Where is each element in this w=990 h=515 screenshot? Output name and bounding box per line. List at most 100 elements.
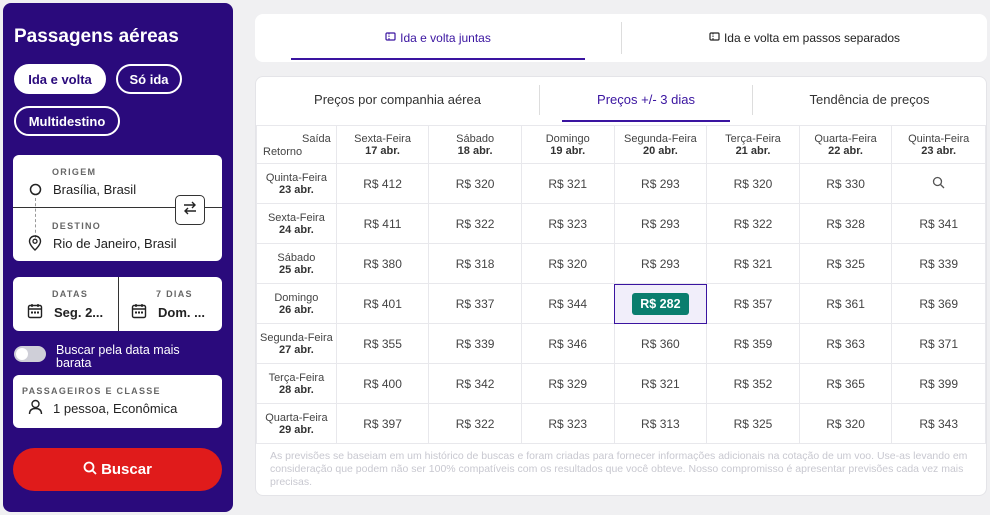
price-cell[interactable]: R$ 400 <box>335 363 430 404</box>
departure-date: 19 abr. <box>550 144 586 157</box>
price-value: R$ 337 <box>455 296 495 311</box>
price-cell[interactable]: R$ 320 <box>706 163 800 204</box>
price-cell[interactable]: R$ 399 <box>891 363 986 404</box>
price-value: R$ 359 <box>733 336 773 351</box>
price-cell[interactable]: R$ 339 <box>428 323 522 364</box>
price-cell[interactable]: R$ 365 <box>798 363 893 404</box>
price-value: R$ 342 <box>455 376 495 391</box>
price-value: R$ 325 <box>826 256 865 271</box>
price-cell[interactable]: R$ 318 <box>428 243 522 284</box>
price-cell[interactable]: R$ 329 <box>520 363 615 404</box>
price-cell[interactable]: R$ 320 <box>428 163 522 204</box>
return-weekday: Terça-Feira <box>268 371 325 384</box>
price-cell[interactable]: R$ 322 <box>428 203 522 244</box>
price-cell[interactable]: R$ 344 <box>520 283 615 324</box>
price-value: R$ 322 <box>455 216 495 231</box>
dates-label: DATAS <box>52 289 89 299</box>
price-cell[interactable]: R$ 321 <box>613 363 708 404</box>
price-cell[interactable]: R$ 325 <box>798 243 893 284</box>
price-cell[interactable]: R$ 328 <box>798 203 893 244</box>
table-row: Quinta-Feira 23 abr. R$ 412 R$ 320 R$ 321 R$ … <box>256 163 986 204</box>
price-cell[interactable]: R$ 363 <box>798 323 893 364</box>
map-pin-icon <box>28 235 42 251</box>
table-row: Quarta-Feira 29 abr. R$ 397 R$ 322 R$ 323 R$ … <box>256 403 986 444</box>
cheapest-price-badge: R$ 282 <box>632 292 689 315</box>
corner-return-label: Retorno <box>263 146 303 158</box>
return-date: 25 abr. <box>278 263 314 276</box>
swap-route-button[interactable] <box>175 195 205 225</box>
tab-prices-3-days[interactable]: Preços +/- 3 dias <box>540 77 752 122</box>
price-cell[interactable]: R$ 293 <box>613 243 708 284</box>
price-cell[interactable]: R$ 321 <box>706 243 800 284</box>
price-cell[interactable]: R$ 322 <box>706 203 800 244</box>
return-date: 29 abr. <box>278 423 314 436</box>
return-row-header: Sábado 25 abr. <box>256 243 337 284</box>
tab-prices-3-days-label: Preços +/- 3 dias <box>597 92 695 107</box>
return-date: 24 abr. <box>278 223 314 236</box>
search-button[interactable]: Buscar <box>13 448 222 491</box>
tab-price-trend[interactable]: Tendência de preços <box>809 92 930 107</box>
cheapest-price-cell[interactable]: R$ 282 <box>613 283 708 324</box>
price-cell[interactable]: R$ 325 <box>706 403 800 444</box>
price-cell[interactable]: R$ 293 <box>613 163 708 204</box>
cheapest-date-toggle[interactable] <box>14 346 46 362</box>
return-weekday: Quinta-Feira <box>265 171 327 184</box>
trip-type-one-way[interactable]: Só ida <box>116 64 182 94</box>
price-cell[interactable]: R$ 343 <box>891 403 986 444</box>
price-cell[interactable]: R$ 412 <box>335 163 430 204</box>
price-cell[interactable]: R$ 293 <box>613 203 708 244</box>
tab-round-trip-together[interactable]: Ida e volta juntas <box>255 14 621 62</box>
price-cell[interactable]: R$ 322 <box>428 403 522 444</box>
departure-date-field[interactable]: Seg. 2... <box>54 305 104 320</box>
price-cell[interactable]: R$ 330 <box>798 163 893 204</box>
price-cell[interactable]: R$ 337 <box>428 283 522 324</box>
price-cell[interactable]: R$ 341 <box>891 203 986 244</box>
price-value: R$ 400 <box>363 376 402 391</box>
price-cell[interactable]: R$ 411 <box>335 203 430 244</box>
origin-field[interactable]: Brasília, Brasil <box>53 182 137 197</box>
price-cell[interactable]: R$ 313 <box>613 403 708 444</box>
passengers-field[interactable]: 1 pessoa, Econômica <box>53 401 178 416</box>
price-value: R$ 341 <box>919 216 959 231</box>
price-value: R$ 321 <box>733 256 773 271</box>
price-cell[interactable]: R$ 339 <box>891 243 986 284</box>
price-cell[interactable]: R$ 321 <box>520 163 615 204</box>
departure-date: 23 abr. <box>921 144 957 157</box>
price-cell[interactable]: R$ 371 <box>891 323 986 364</box>
price-cell[interactable]: R$ 359 <box>706 323 800 364</box>
price-cell[interactable]: R$ 323 <box>520 203 615 244</box>
price-value: R$ 343 <box>919 416 959 431</box>
return-date: 28 abr. <box>278 383 314 396</box>
departure-weekday: Segunda-Feira <box>623 132 697 145</box>
price-cell[interactable]: R$ 360 <box>613 323 708 364</box>
price-cell[interactable]: R$ 320 <box>520 243 615 284</box>
price-cell[interactable]: R$ 342 <box>428 363 522 404</box>
trip-type-multi-city[interactable]: Multidestino <box>14 106 120 136</box>
price-cell[interactable]: R$ 346 <box>520 323 615 364</box>
departure-weekday: Quarta-Feira <box>814 132 877 145</box>
passengers-card[interactable]: PASSAGEIROS E CLASSE 1 pessoa, Econômica <box>13 375 222 428</box>
return-weekday: Domingo <box>274 291 319 304</box>
tab-separate-steps[interactable]: Ida e volta em passos separados <box>622 14 987 62</box>
price-cell[interactable]: R$ 397 <box>335 403 430 444</box>
price-cell[interactable]: R$ 323 <box>520 403 615 444</box>
price-cell[interactable]: R$ 369 <box>891 283 986 324</box>
price-cell[interactable]: R$ 361 <box>798 283 893 324</box>
price-value: R$ 318 <box>455 256 495 271</box>
price-cell[interactable]: R$ 380 <box>335 243 430 284</box>
price-value: R$ 412 <box>363 176 402 191</box>
search-price-cell[interactable] <box>891 163 986 204</box>
price-value: R$ 293 <box>641 256 680 271</box>
return-row-header: Terça-Feira 28 abr. <box>256 363 337 404</box>
tab-prices-by-airline[interactable]: Preços por companhia aérea <box>314 92 481 107</box>
trip-type-round-trip[interactable]: Ida e volta <box>14 64 106 94</box>
destination-field[interactable]: Rio de Janeiro, Brasil <box>53 236 177 251</box>
price-cell[interactable]: R$ 352 <box>706 363 800 404</box>
price-cell[interactable]: R$ 401 <box>335 283 430 324</box>
price-cell[interactable]: R$ 357 <box>706 283 800 324</box>
price-cell[interactable]: R$ 355 <box>335 323 430 364</box>
swap-arrows-icon <box>182 201 198 220</box>
return-date-field[interactable]: Dom. ... <box>158 305 205 320</box>
price-cell[interactable]: R$ 320 <box>798 403 893 444</box>
price-value: R$ 380 <box>363 256 402 271</box>
